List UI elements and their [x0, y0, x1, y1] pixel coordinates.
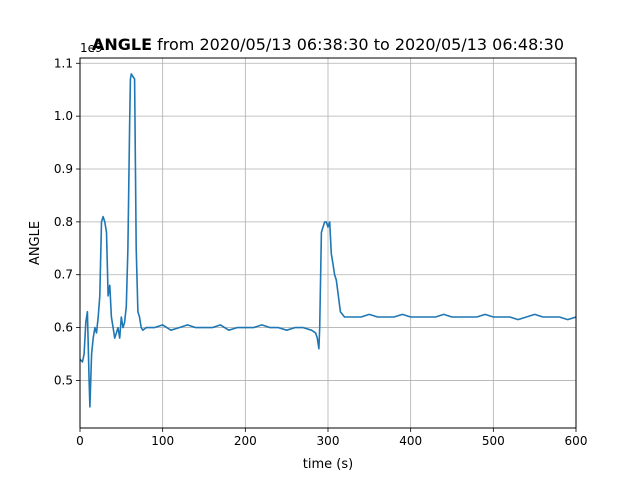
grid-lines — [79, 58, 577, 428]
series-line-0 — [80, 73, 576, 408]
x-tick-label: 400 — [399, 434, 422, 448]
y-tick-label: 0.5 — [54, 373, 73, 387]
chart-title-rest: from 2020/05/13 06:38:30 to 2020/05/13 0… — [152, 35, 564, 54]
x-tick-label: 600 — [565, 434, 588, 448]
x-tick-label: 200 — [234, 434, 257, 448]
series-group — [80, 73, 576, 408]
chart-title: ANGLE from 2020/05/13 06:38:30 to 2020/0… — [92, 35, 564, 54]
x-tick-label: 300 — [317, 434, 340, 448]
y-axis-label: ANGLE — [28, 221, 43, 265]
plot-area — [80, 73, 576, 408]
y-tick-label: 1.1 — [54, 56, 73, 70]
y-axis-ticks: 0.5 0.6 0.7 0.8 0.9 1.0 1.1 — [54, 56, 80, 387]
y-offset-label: 1e9 — [80, 41, 103, 55]
y-tick-label: 0.6 — [54, 321, 73, 335]
y-tick-label: 0.7 — [54, 268, 73, 282]
x-axis-label: time (s) — [303, 457, 353, 472]
x-tick-label: 100 — [151, 434, 174, 448]
y-tick-label: 0.9 — [54, 162, 73, 176]
x-tick-label: 0 — [76, 434, 84, 448]
x-axis-ticks: 0 100 200 300 400 500 600 — [76, 428, 587, 448]
chart-title-bold: ANGLE — [92, 35, 152, 54]
x-tick-label: 500 — [482, 434, 505, 448]
y-tick-label: 0.8 — [54, 215, 73, 229]
y-tick-label: 1.0 — [54, 109, 73, 123]
